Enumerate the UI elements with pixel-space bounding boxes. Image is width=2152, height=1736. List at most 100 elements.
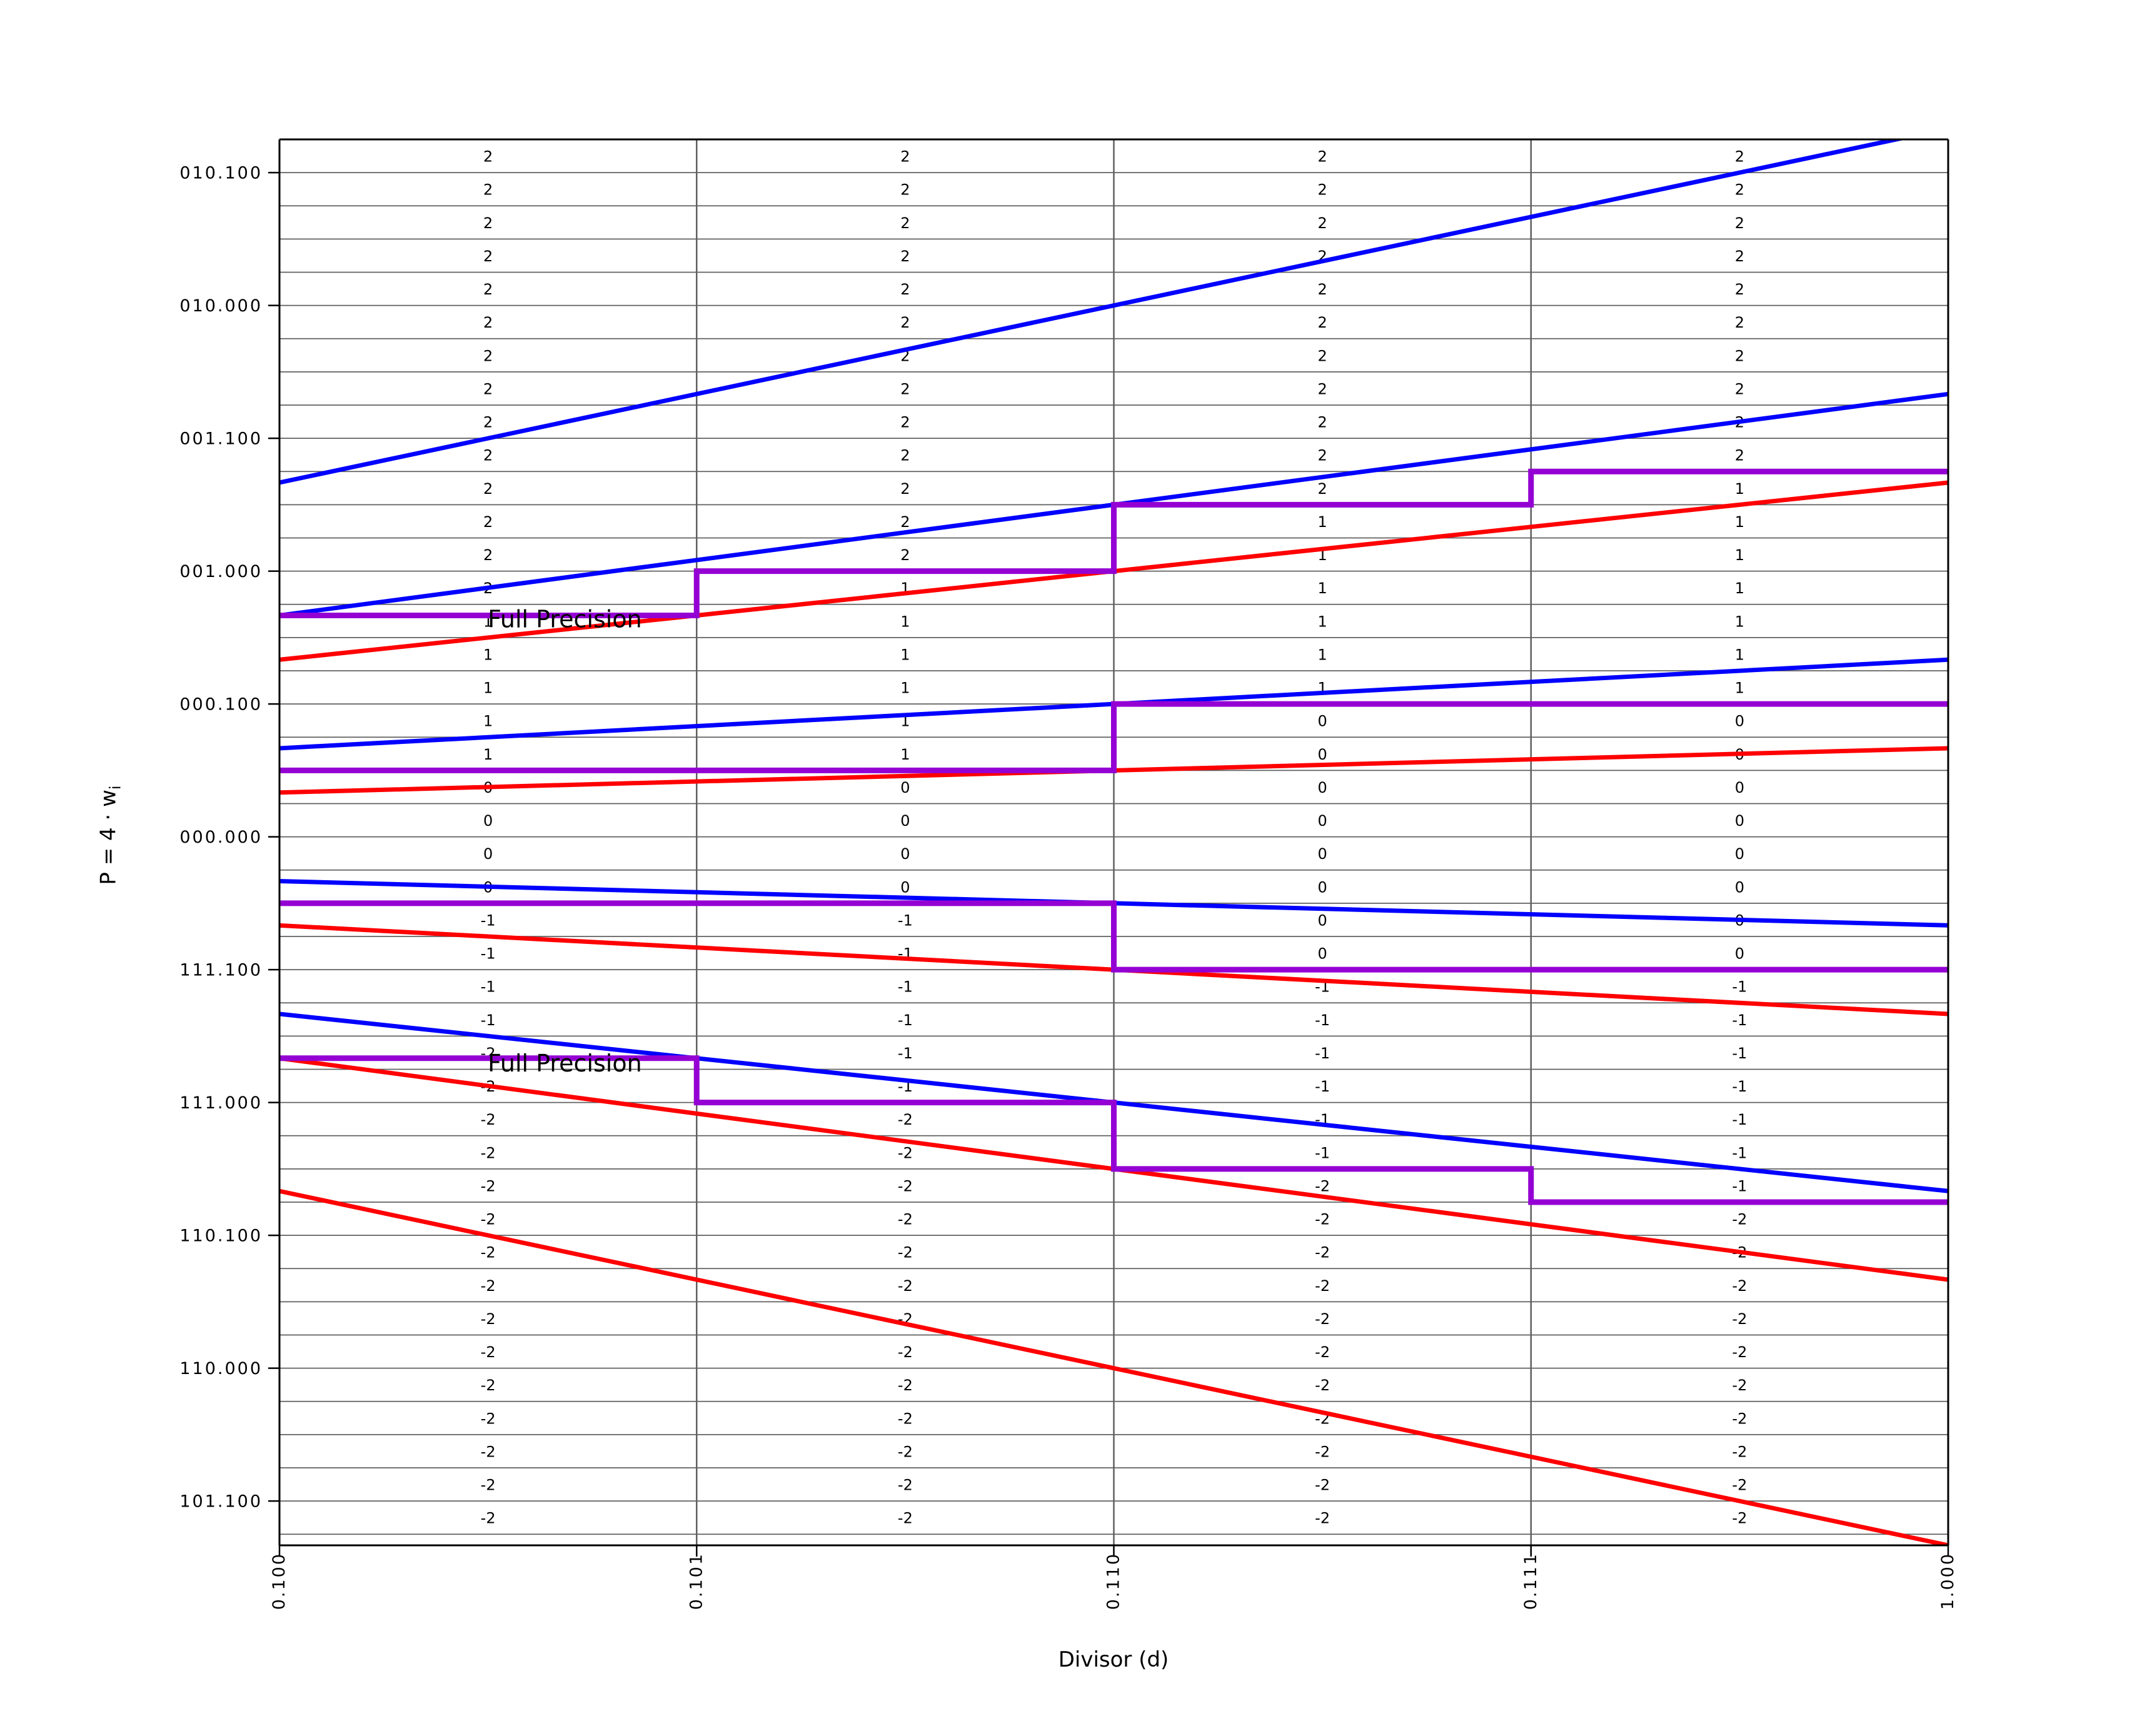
x-tick-label: 1.000 xyxy=(1938,1552,1958,1610)
quotient-digit: 2 xyxy=(900,414,910,431)
x-tick-label: 0.110 xyxy=(1104,1552,1124,1610)
staircase-1|0 xyxy=(279,701,1948,773)
y-axis-title-text: P = 4 ⋅ w xyxy=(96,790,121,885)
quotient-digit: -2 xyxy=(1732,1343,1747,1361)
quotient-digit: 2 xyxy=(1735,380,1744,398)
lower-bound-line-digit-2 xyxy=(279,1188,1948,1545)
quotient-digit: -2 xyxy=(1315,1343,1330,1361)
quotient-digit: -2 xyxy=(898,1477,913,1494)
quotient-digit: 0 xyxy=(900,779,910,796)
upper-bound-line-digit2 xyxy=(279,139,1907,485)
quotient-digit: -2 xyxy=(1315,1443,1330,1460)
quotient-digit: -2 xyxy=(898,1277,913,1295)
quotient-digit: 2 xyxy=(1735,347,1744,364)
quotient-digit: -1 xyxy=(1315,1078,1330,1095)
quotient-digit: -2 xyxy=(1732,1410,1747,1427)
quotient-digit: -2 xyxy=(481,1443,496,1460)
quotient-digit: -1 xyxy=(481,911,496,929)
quotient-digit: -2 xyxy=(1315,1310,1330,1328)
quotient-digit: 1 xyxy=(1317,646,1327,663)
quotient-digit-layer: 2 2 2 2 2 2 2 2 2 2 2 2 2 2 1 1 1 1 1 0 0 0 0 -1 -1 -1 -1 -2 -2 -2 -2 -… xyxy=(481,148,1747,1527)
y-tick-label: 111.100 xyxy=(179,961,263,980)
annotation-layer: Full Precision Full Precision xyxy=(488,606,642,1077)
quotient-digit: 2 xyxy=(1735,314,1744,331)
quotient-digit: 1 xyxy=(900,613,910,630)
quotient-digit: 1 xyxy=(1735,580,1744,597)
quotient-digit: 0 xyxy=(1317,911,1327,929)
x-axis-title: Divisor (d) xyxy=(1058,1647,1169,1672)
y-tick-label: 101.100 xyxy=(179,1492,263,1512)
quotient-digit: 2 xyxy=(900,281,910,298)
quotient-digit: 1 xyxy=(1735,513,1744,531)
grid-layer xyxy=(279,139,1948,1545)
quotient-digit: 1 xyxy=(483,646,493,663)
full-precision-label: Full Precision xyxy=(488,1050,642,1077)
quotient-digit: 2 xyxy=(900,314,910,331)
quotient-digit: 1 xyxy=(483,746,493,763)
quotient-digit: -1 xyxy=(1732,1111,1747,1128)
quotient-digit: -2 xyxy=(898,1211,913,1228)
quotient-digit: 2 xyxy=(1317,281,1327,298)
quotient-digit: 1 xyxy=(1317,513,1327,531)
quotient-digit: 2 xyxy=(1317,480,1327,498)
quotient-digit: 1 xyxy=(1735,680,1744,697)
quotient-digit: 2 xyxy=(1735,447,1744,464)
staircase-0|-1 xyxy=(279,900,1948,973)
quotient-digit: 1 xyxy=(1735,480,1744,498)
quotient-digit: 2 xyxy=(483,480,493,498)
quotient-digit: -1 xyxy=(1732,1045,1747,1062)
quotient-digit: -1 xyxy=(898,1011,913,1029)
quotient-digit: -2 xyxy=(1315,1510,1330,1527)
quotient-digit: -2 xyxy=(1315,1277,1330,1295)
quotient-digit: -2 xyxy=(898,1443,913,1460)
quotient-digit: 2 xyxy=(483,181,493,199)
quotient-digit: -1 xyxy=(1315,1045,1330,1062)
quotient-digit: 2 xyxy=(483,546,493,564)
quotient-digit: -2 xyxy=(481,1477,496,1494)
quotient-digit: 2 xyxy=(483,347,493,364)
y-tick-label: 000.000 xyxy=(179,828,263,847)
quotient-digit: 0 xyxy=(1317,779,1327,796)
quotient-digit: 0 xyxy=(1735,878,1744,896)
quotient-digit: -2 xyxy=(898,1177,913,1195)
quotient-digit: 2 xyxy=(483,414,493,431)
quotient-digit: 2 xyxy=(900,380,910,398)
quotient-digit: 1 xyxy=(900,646,910,663)
y-tick-label: 110.100 xyxy=(179,1227,263,1246)
quotient-digit: 0 xyxy=(1317,845,1327,863)
quotient-digit: 2 xyxy=(1317,347,1327,364)
quotient-digit: 0 xyxy=(900,878,910,896)
quotient-digit: 0 xyxy=(1317,945,1327,963)
quotient-digit: -2 xyxy=(1732,1510,1747,1527)
x-tick-label: 0.100 xyxy=(269,1552,289,1610)
quotient-digit: 0 xyxy=(1317,812,1327,830)
quotient-digit: -1 xyxy=(481,945,496,963)
quotient-digit: 2 xyxy=(1735,148,1744,166)
x-axis-title-text: Divisor (d) xyxy=(1058,1647,1169,1672)
quotient-digit: -1 xyxy=(1732,978,1747,996)
quotient-digit: -2 xyxy=(481,1111,496,1128)
quotient-digit: -2 xyxy=(481,1177,496,1195)
quotient-digit: 2 xyxy=(483,447,493,464)
quotient-digit: 2 xyxy=(900,480,910,498)
quotient-digit: 2 xyxy=(483,380,493,398)
quotient-digit: 2 xyxy=(900,214,910,232)
quotient-digit: 2 xyxy=(1317,380,1327,398)
quotient-digit: -1 xyxy=(898,1045,913,1062)
quotient-digit: 2 xyxy=(1317,414,1327,431)
y-axis-title: P = 4 ⋅ wi xyxy=(96,785,124,885)
quotient-digit: -2 xyxy=(898,1111,913,1128)
quotient-digit: -2 xyxy=(1732,1277,1747,1295)
x-tick-label: 0.111 xyxy=(1521,1552,1541,1610)
quotient-digit: 2 xyxy=(483,148,493,166)
quotient-digit: 0 xyxy=(483,812,493,830)
quotient-digit: 2 xyxy=(483,214,493,232)
quotient-digit: -2 xyxy=(1315,1177,1330,1195)
quotient-digit: -1 xyxy=(1315,1144,1330,1162)
quotient-digit: 0 xyxy=(483,845,493,863)
staircase-2|1 xyxy=(279,468,1948,618)
y-tick-label: 010.100 xyxy=(179,164,263,183)
quotient-digit: 1 xyxy=(483,680,493,697)
quotient-digit: -1 xyxy=(1315,1011,1330,1029)
